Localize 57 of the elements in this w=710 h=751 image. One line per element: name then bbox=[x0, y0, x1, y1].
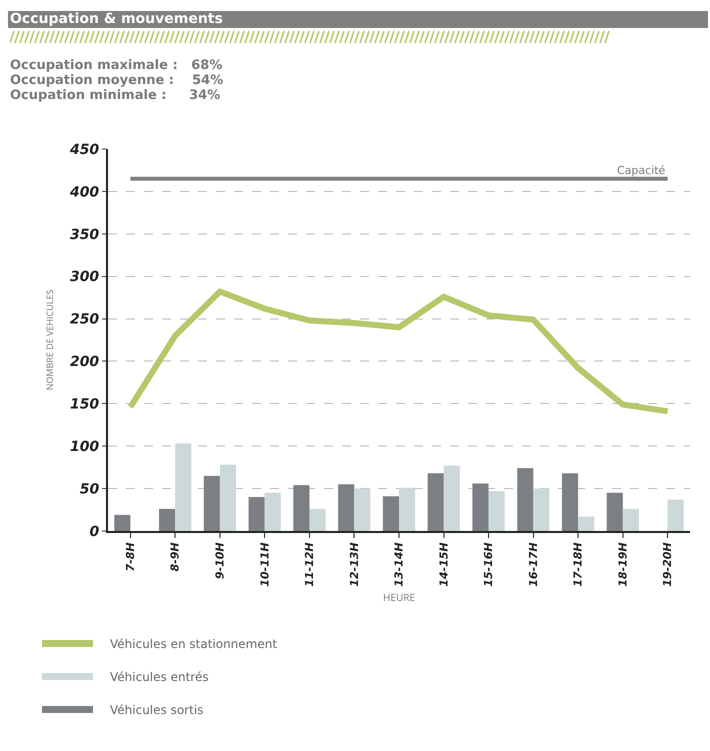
x-tick-label: 8-9H bbox=[168, 542, 182, 572]
bar bbox=[562, 473, 578, 531]
bar bbox=[159, 508, 176, 531]
y-tick-label: 400 bbox=[68, 184, 100, 200]
bar bbox=[488, 491, 505, 531]
bar bbox=[472, 483, 489, 531]
x-tick-label: 9-10H bbox=[213, 542, 226, 580]
ref-line-label: Capacité bbox=[617, 164, 666, 177]
y-tick-label: 250 bbox=[70, 312, 100, 328]
bar bbox=[428, 473, 444, 531]
x-tick-label: 11-12H bbox=[303, 542, 316, 587]
bar bbox=[338, 484, 354, 531]
legend-label: Véhicules sortis bbox=[110, 702, 204, 716]
bar bbox=[533, 488, 550, 531]
bar bbox=[248, 497, 265, 531]
text: Occupation moyenne : 54% bbox=[10, 73, 224, 88]
legend-label: Véhicules en stationnement bbox=[110, 636, 278, 650]
y-tick-label: 200 bbox=[70, 354, 100, 370]
bar bbox=[606, 492, 623, 531]
x-tick-label: 17-18H bbox=[572, 542, 585, 587]
y-tick-label: 100 bbox=[70, 439, 100, 456]
y-tick-label: 150 bbox=[70, 396, 100, 413]
bar bbox=[114, 514, 130, 531]
y-axis-title: NOMBRE DE VEHICULES bbox=[42, 290, 56, 390]
x-tick-label: 10-11H bbox=[258, 542, 272, 587]
y-tick-label: 450 bbox=[68, 142, 100, 158]
bar bbox=[622, 508, 639, 531]
x-tick-label: 13-14H bbox=[392, 542, 406, 587]
y-tick-label: 50 bbox=[80, 481, 100, 498]
text: Ocupation minimale : 34% bbox=[10, 88, 222, 103]
x-tick-label: 12-13H bbox=[348, 542, 361, 587]
x-tick-label: 18-19H bbox=[616, 542, 630, 587]
y-tick-label: 0 bbox=[89, 524, 100, 540]
bar bbox=[382, 496, 399, 531]
bar bbox=[354, 488, 370, 531]
bar bbox=[293, 485, 310, 531]
bar bbox=[264, 492, 281, 531]
x-tick-label: 16-17H bbox=[526, 542, 540, 587]
bar bbox=[220, 464, 236, 531]
bar bbox=[309, 508, 326, 531]
bar bbox=[444, 466, 460, 531]
y-tick-label: 350 bbox=[70, 226, 100, 243]
text: Occupation maximale : 68% bbox=[10, 58, 224, 73]
y-tick-label: 300 bbox=[70, 269, 100, 286]
bar bbox=[668, 500, 684, 531]
x-tick-label: 7-8H bbox=[124, 542, 137, 572]
x-tick-label: 14-15H bbox=[437, 542, 450, 587]
bar bbox=[175, 444, 192, 531]
x-tick-label: 19-20H bbox=[661, 542, 674, 587]
bar bbox=[517, 468, 534, 531]
x-axis-title: HEURE bbox=[383, 590, 415, 604]
bar bbox=[399, 488, 416, 531]
bar bbox=[578, 516, 594, 531]
chart-title: Occupation & mouvements bbox=[8, 11, 708, 28]
x-tick-label: 15-16H bbox=[482, 542, 496, 587]
legend-label: Véhicules entrés bbox=[110, 670, 209, 684]
bar bbox=[204, 476, 220, 531]
